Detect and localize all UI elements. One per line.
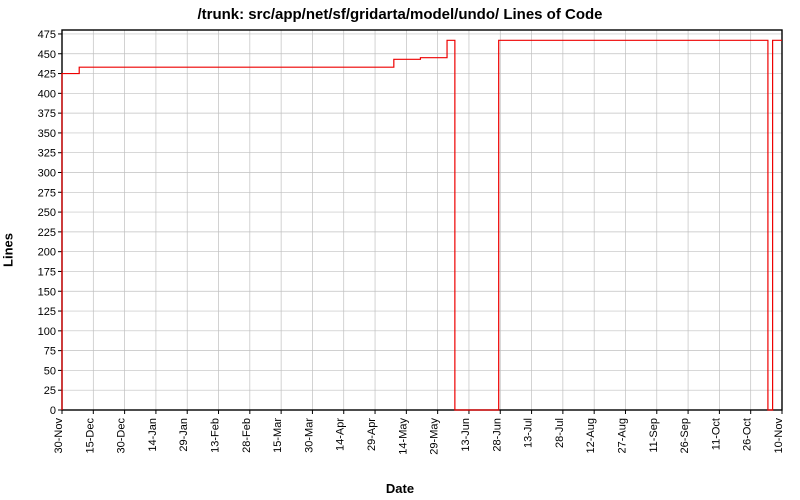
svg-text:400: 400 — [38, 88, 56, 100]
loc-chart: /trunk: src/app/net/sf/gridarta/model/un… — [0, 0, 800, 500]
svg-text:275: 275 — [38, 187, 56, 199]
svg-text:25: 25 — [44, 385, 56, 397]
svg-text:175: 175 — [38, 266, 56, 278]
svg-text:13-Feb: 13-Feb — [210, 418, 222, 453]
svg-text:350: 350 — [38, 128, 56, 140]
svg-text:0: 0 — [50, 405, 56, 417]
svg-text:28-Feb: 28-Feb — [241, 418, 253, 453]
svg-text:325: 325 — [38, 148, 56, 160]
svg-text:375: 375 — [38, 108, 56, 120]
svg-text:26-Sep: 26-Sep — [679, 418, 691, 453]
svg-text:425: 425 — [38, 69, 56, 81]
svg-text:150: 150 — [38, 286, 56, 298]
svg-text:29-Jan: 29-Jan — [178, 418, 190, 452]
svg-text:13-Jun: 13-Jun — [460, 418, 472, 452]
svg-text:28-Jun: 28-Jun — [491, 418, 503, 452]
svg-text:30-Mar: 30-Mar — [303, 418, 315, 453]
svg-text:15-Mar: 15-Mar — [272, 418, 284, 453]
svg-text:225: 225 — [38, 227, 56, 239]
svg-text:50: 50 — [44, 365, 56, 377]
svg-text:11-Sep: 11-Sep — [648, 418, 660, 453]
svg-text:475: 475 — [38, 29, 56, 41]
svg-text:13-Jul: 13-Jul — [523, 418, 535, 448]
svg-text:11-Oct: 11-Oct — [710, 418, 722, 450]
svg-text:27-Aug: 27-Aug — [616, 418, 628, 453]
svg-text:300: 300 — [38, 168, 56, 180]
svg-text:14-Jan: 14-Jan — [147, 418, 159, 452]
svg-text:100: 100 — [38, 326, 56, 338]
svg-text:10-Nov: 10-Nov — [773, 418, 785, 454]
svg-text:29-May: 29-May — [429, 418, 441, 455]
svg-text:14-May: 14-May — [397, 418, 409, 455]
svg-text:30-Dec: 30-Dec — [116, 418, 128, 454]
svg-text:29-Apr: 29-Apr — [366, 418, 378, 451]
chart-svg: 0 25 50 75 100 125 150 175 200 225 250 275 300 325 350… — [0, 0, 800, 500]
svg-text:26-Oct: 26-Oct — [742, 418, 754, 451]
svg-text:30-Nov: 30-Nov — [53, 418, 65, 454]
svg-text:15-Dec: 15-Dec — [84, 418, 96, 454]
svg-text:28-Jul: 28-Jul — [554, 418, 566, 448]
svg-text:250: 250 — [38, 207, 56, 219]
svg-text:12-Aug: 12-Aug — [585, 418, 597, 453]
svg-text:200: 200 — [38, 247, 56, 259]
svg-text:125: 125 — [38, 306, 56, 318]
svg-text:450: 450 — [38, 49, 56, 61]
svg-text:75: 75 — [44, 346, 56, 358]
svg-text:14-Apr: 14-Apr — [335, 418, 347, 451]
